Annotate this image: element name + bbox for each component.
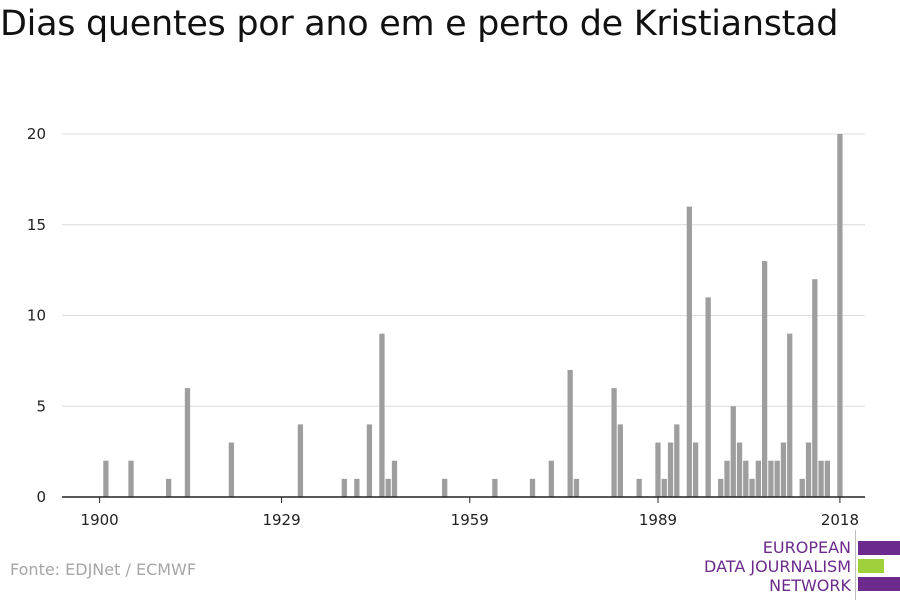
bar (492, 478, 498, 497)
y-tick-label: 0 (36, 488, 46, 506)
bar (705, 297, 711, 497)
bar (661, 478, 667, 497)
bar (736, 442, 743, 497)
bar (529, 478, 536, 497)
bar (379, 333, 385, 497)
bar (228, 442, 235, 497)
x-tick-label: 2018 (821, 511, 859, 529)
bar (667, 442, 674, 497)
bar (824, 460, 830, 497)
bar (611, 388, 617, 497)
logo-line-2: DATA JOURNALISM (704, 557, 851, 576)
logo-divider (855, 530, 856, 600)
bar (128, 460, 134, 497)
y-tick-label: 15 (27, 216, 46, 234)
bar (743, 460, 749, 497)
logo-bar-top (858, 541, 900, 555)
bar (442, 478, 448, 497)
bar (617, 424, 623, 497)
bars (103, 134, 843, 497)
y-tick-label: 5 (36, 397, 46, 415)
bar (366, 424, 373, 497)
bar (692, 442, 699, 497)
bar (730, 406, 736, 497)
gridlines (62, 133, 865, 407)
bar (812, 279, 818, 497)
logo-bar-bottom (858, 577, 900, 591)
bar (780, 442, 787, 497)
bar (103, 460, 109, 497)
bar (761, 261, 768, 497)
bar (655, 442, 661, 497)
bar (341, 478, 347, 497)
hot-days-bar-chart: 0 5 10 15 20 1900 1929 1959 1989 2018 (27, 125, 865, 529)
bar (787, 333, 793, 497)
bar (799, 478, 805, 497)
logo-line-3: NETWORK (769, 576, 851, 595)
bar (724, 460, 730, 497)
bar (636, 478, 642, 497)
bar (391, 460, 398, 497)
x-tick-label: 1959 (451, 511, 489, 529)
edjnet-logo: EUROPEAN DATA JOURNALISM NETWORK (700, 530, 900, 600)
bar (718, 478, 724, 497)
bar (573, 478, 580, 497)
bar (354, 478, 360, 497)
bar (686, 206, 692, 497)
bar (805, 442, 812, 497)
y-tick-label: 10 (27, 307, 46, 325)
logo-bar-middle (858, 559, 884, 573)
bar (818, 460, 824, 497)
bar (166, 478, 172, 497)
logo-line-1: EUROPEAN (762, 538, 851, 557)
source-note: Fonte: EDJNet / ECMWF (10, 560, 197, 579)
bar (674, 424, 680, 497)
bar (837, 134, 843, 497)
bar (548, 460, 554, 497)
bar (385, 478, 391, 497)
bar (184, 388, 191, 497)
y-tick-label: 20 (27, 125, 46, 143)
x-tick-label: 1900 (81, 511, 119, 529)
bar (755, 460, 761, 497)
bar (567, 369, 573, 497)
x-tick-label: 1989 (639, 511, 677, 529)
bar (768, 460, 774, 497)
bar (749, 478, 755, 497)
chart-title: Dias quentes por ano em e perto de Krist… (0, 4, 839, 44)
x-tick-label: 1929 (262, 511, 300, 529)
bar (297, 424, 304, 497)
bar (774, 460, 780, 497)
axes: 0 5 10 15 20 1900 1929 1959 1989 2018 (27, 125, 865, 529)
